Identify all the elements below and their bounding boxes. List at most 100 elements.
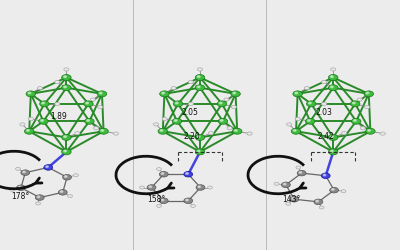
Circle shape	[188, 80, 194, 84]
Circle shape	[147, 185, 156, 190]
Circle shape	[321, 173, 330, 178]
Circle shape	[316, 200, 318, 202]
Circle shape	[332, 188, 334, 190]
Circle shape	[86, 102, 88, 104]
Circle shape	[64, 76, 66, 78]
Circle shape	[227, 126, 232, 130]
Circle shape	[274, 182, 279, 185]
Circle shape	[287, 123, 292, 126]
Circle shape	[28, 117, 34, 120]
Circle shape	[140, 186, 144, 189]
Circle shape	[101, 130, 104, 131]
Circle shape	[304, 86, 309, 90]
Circle shape	[44, 165, 53, 170]
Circle shape	[20, 123, 25, 126]
Circle shape	[290, 196, 299, 202]
Circle shape	[195, 149, 205, 155]
Circle shape	[41, 120, 44, 121]
Circle shape	[330, 136, 333, 138]
Circle shape	[159, 198, 168, 203]
Circle shape	[196, 185, 205, 190]
Circle shape	[55, 102, 60, 106]
Circle shape	[21, 170, 30, 175]
Text: 1.89: 1.89	[50, 112, 67, 121]
Circle shape	[352, 102, 355, 104]
Circle shape	[90, 98, 95, 101]
Circle shape	[331, 68, 336, 71]
Circle shape	[366, 92, 369, 94]
Circle shape	[366, 128, 375, 134]
Circle shape	[175, 102, 178, 104]
Circle shape	[26, 91, 36, 97]
Circle shape	[308, 120, 310, 121]
Circle shape	[149, 186, 152, 188]
Circle shape	[328, 74, 338, 80]
Circle shape	[172, 118, 182, 124]
Circle shape	[173, 101, 183, 107]
Circle shape	[64, 68, 69, 71]
Circle shape	[16, 185, 26, 190]
Circle shape	[224, 98, 229, 101]
Circle shape	[84, 101, 93, 107]
Circle shape	[247, 132, 252, 135]
Circle shape	[197, 136, 200, 138]
Circle shape	[94, 126, 98, 130]
Circle shape	[284, 183, 286, 185]
Text: 2.05: 2.05	[182, 108, 199, 117]
Circle shape	[39, 118, 48, 124]
Circle shape	[368, 130, 370, 131]
Circle shape	[154, 123, 158, 126]
Circle shape	[62, 134, 71, 140]
Circle shape	[328, 85, 338, 91]
Circle shape	[219, 102, 222, 104]
Circle shape	[16, 167, 20, 170]
Circle shape	[295, 92, 298, 94]
Circle shape	[159, 172, 168, 177]
Circle shape	[99, 92, 102, 94]
Circle shape	[322, 102, 327, 106]
Circle shape	[322, 80, 327, 84]
Circle shape	[218, 118, 228, 124]
Circle shape	[36, 202, 40, 205]
Circle shape	[64, 136, 66, 138]
Circle shape	[308, 102, 311, 104]
Circle shape	[99, 128, 108, 134]
Circle shape	[60, 191, 63, 192]
Circle shape	[306, 101, 316, 107]
Circle shape	[38, 86, 42, 90]
Circle shape	[174, 120, 177, 121]
Circle shape	[220, 120, 223, 121]
Circle shape	[195, 134, 205, 140]
Circle shape	[160, 130, 163, 131]
Circle shape	[184, 172, 193, 177]
Circle shape	[306, 118, 315, 124]
Text: 158°: 158°	[147, 196, 166, 204]
Circle shape	[46, 166, 48, 168]
Circle shape	[364, 91, 374, 97]
Circle shape	[231, 91, 240, 97]
Circle shape	[171, 86, 176, 90]
Circle shape	[186, 173, 188, 174]
Circle shape	[323, 174, 326, 176]
Circle shape	[341, 190, 346, 193]
Circle shape	[28, 92, 31, 94]
Circle shape	[55, 80, 60, 84]
Circle shape	[87, 120, 89, 121]
Circle shape	[10, 188, 14, 191]
Circle shape	[352, 118, 361, 124]
Circle shape	[64, 86, 66, 88]
Text: 178°: 178°	[11, 192, 30, 201]
Circle shape	[68, 195, 72, 198]
Circle shape	[24, 128, 34, 134]
Circle shape	[26, 130, 29, 131]
Circle shape	[97, 91, 107, 97]
Circle shape	[37, 196, 40, 198]
Circle shape	[23, 171, 25, 173]
Circle shape	[360, 126, 365, 130]
Circle shape	[64, 150, 66, 152]
Circle shape	[198, 186, 200, 188]
Circle shape	[286, 202, 290, 205]
Circle shape	[75, 132, 80, 135]
Circle shape	[198, 68, 202, 71]
Circle shape	[330, 150, 333, 152]
